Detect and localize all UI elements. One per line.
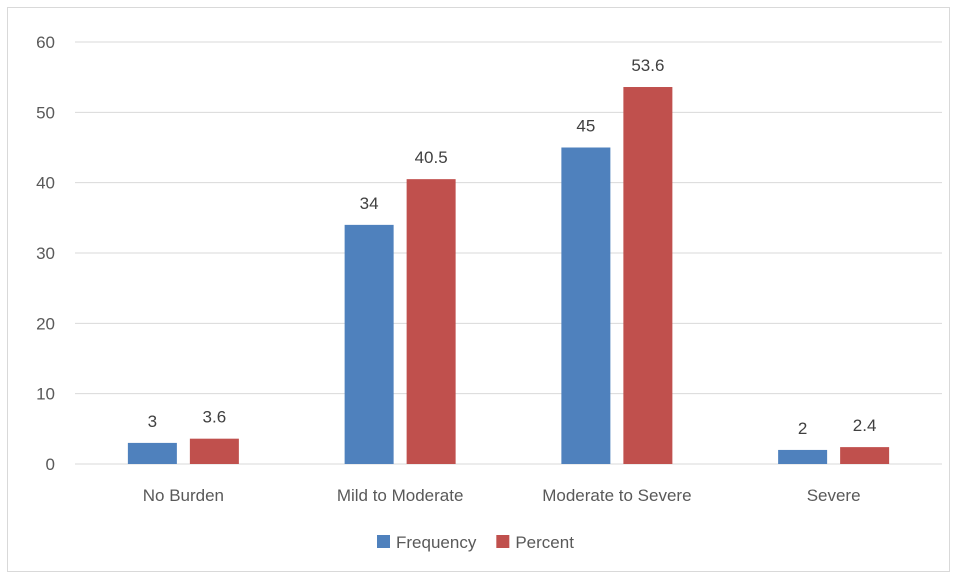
y-tick-label: 20 — [36, 314, 55, 333]
data-label: 34 — [360, 194, 379, 213]
data-label: 3 — [148, 412, 157, 431]
bar-percent-3 — [840, 447, 890, 464]
bar-frequency-3 — [778, 449, 828, 464]
data-label: 53.6 — [631, 56, 664, 75]
data-label: 3.6 — [203, 408, 227, 427]
legend-swatch-percent — [496, 535, 510, 548]
bar-frequency-2 — [561, 147, 611, 464]
bar-frequency-0 — [127, 442, 177, 464]
y-tick-label: 10 — [36, 385, 55, 404]
legend-swatch-frequency — [377, 535, 390, 548]
y-tick-label: 30 — [36, 244, 55, 263]
legend-label: Percent — [515, 533, 574, 552]
data-label: 2.4 — [853, 416, 877, 435]
y-tick-label: 60 — [36, 33, 55, 52]
chart-area — [7, 7, 950, 572]
x-tick-label: Moderate to Severe — [542, 486, 691, 505]
y-tick-label: 50 — [36, 103, 55, 122]
data-label: 2 — [798, 419, 807, 438]
y-tick-label: 0 — [46, 455, 55, 474]
bar-percent-0 — [189, 438, 239, 464]
data-label: 45 — [576, 117, 595, 136]
bar-percent-2 — [623, 87, 673, 464]
x-tick-label: Mild to Moderate — [337, 486, 464, 505]
data-label: 40.5 — [415, 148, 448, 167]
bar-frequency-1 — [344, 224, 394, 464]
legend-label: Frequency — [396, 533, 477, 552]
x-tick-label: No Burden — [143, 486, 224, 505]
x-tick-label: Severe — [807, 486, 861, 505]
bar-percent-1 — [406, 179, 456, 464]
y-tick-label: 40 — [36, 174, 55, 193]
